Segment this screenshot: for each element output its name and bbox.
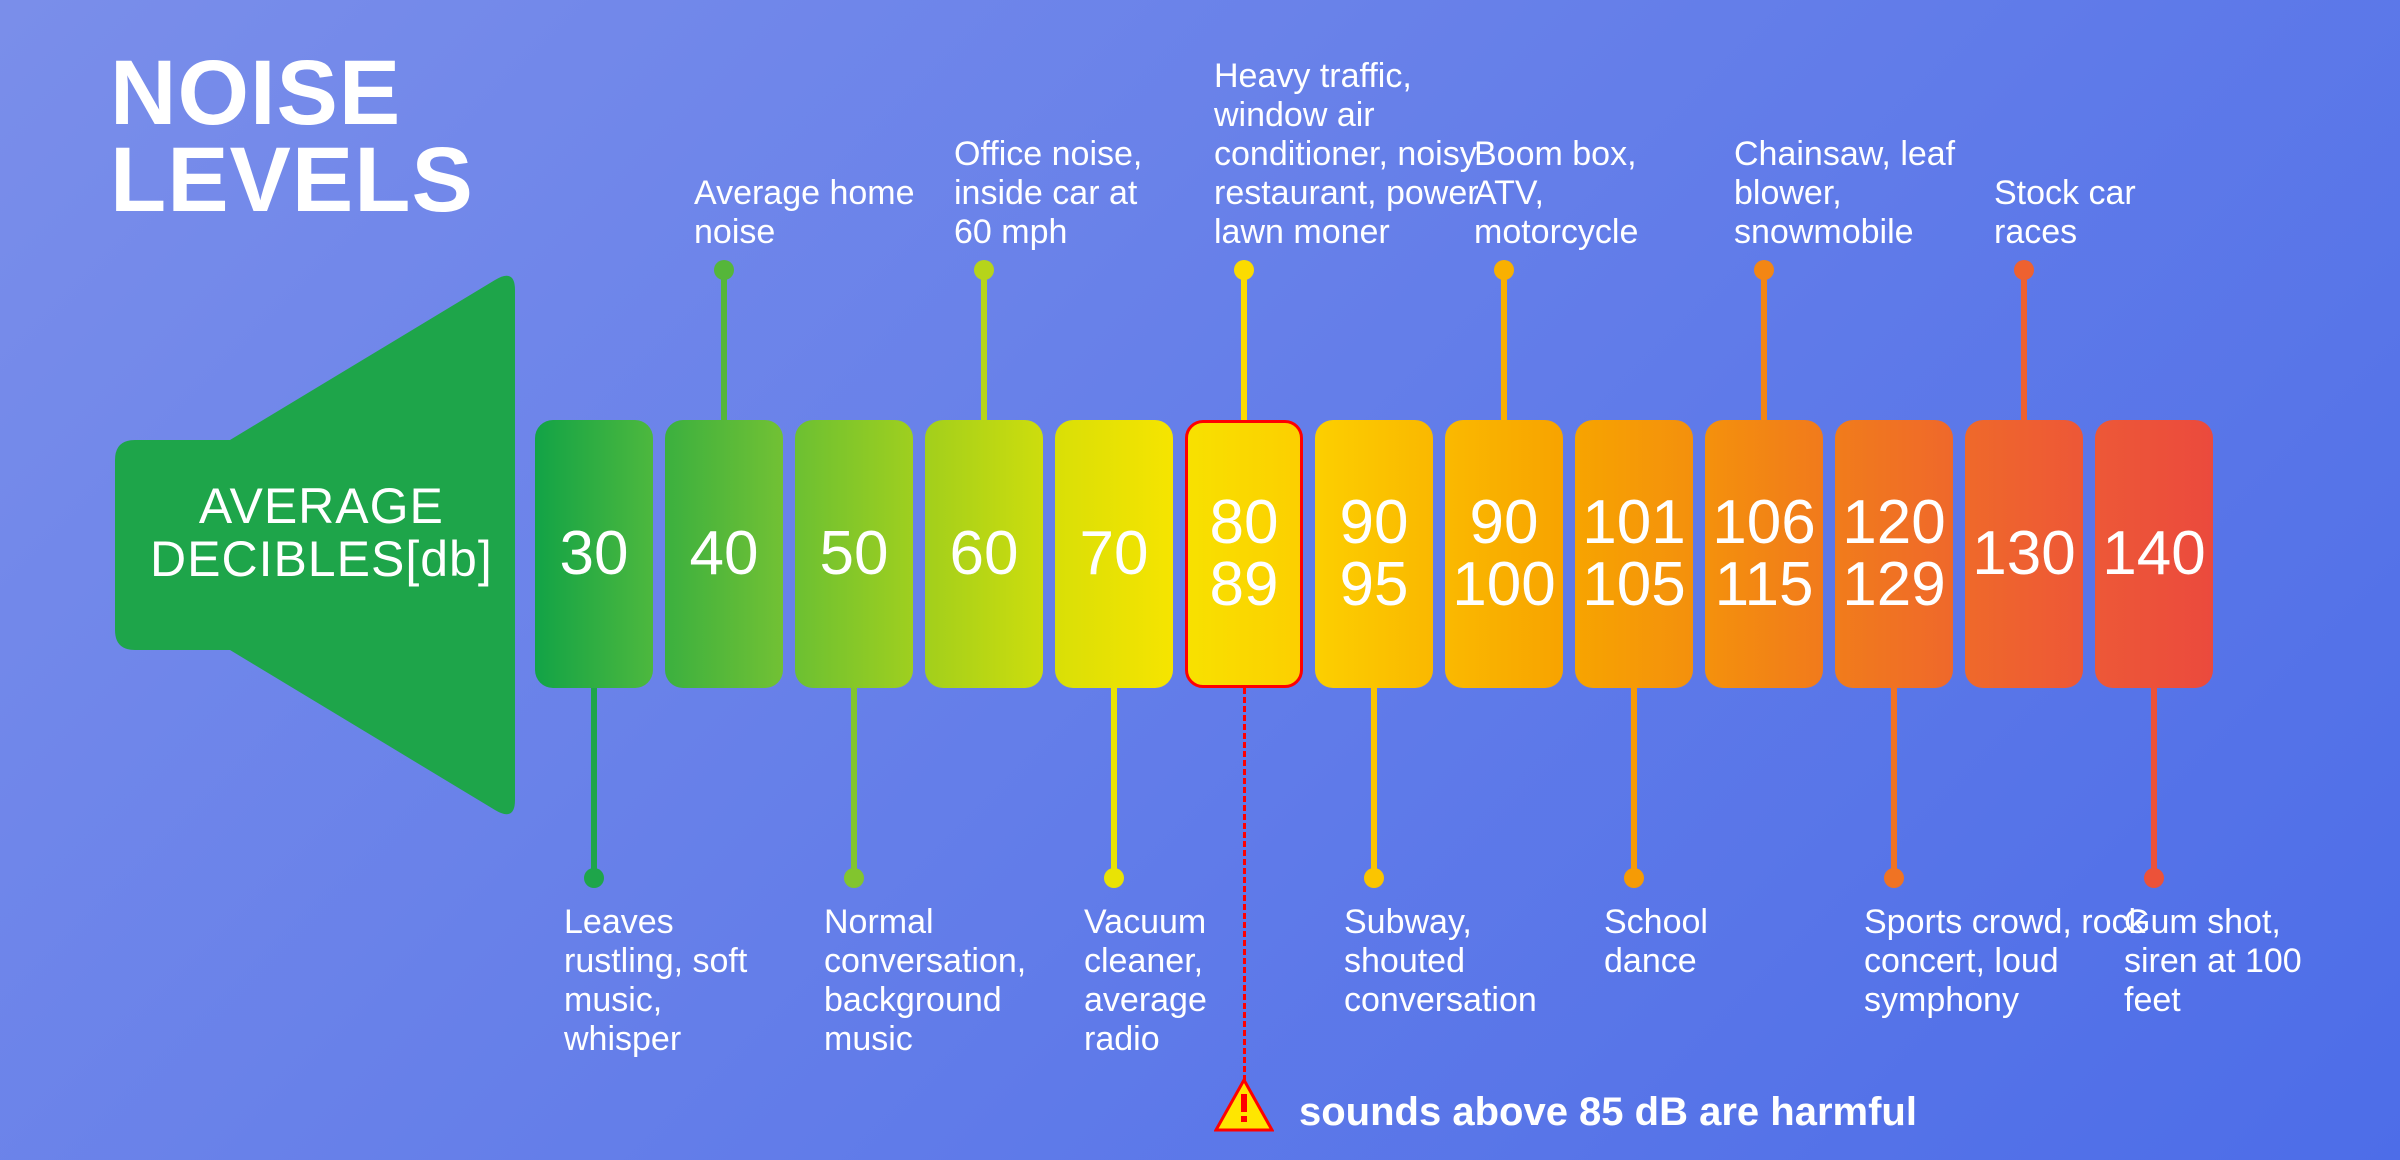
callout-dot [1624, 868, 1644, 888]
decibel-value: 101 [1582, 492, 1685, 554]
decibel-bar: 8089 [1185, 420, 1303, 688]
callout-dot [1494, 260, 1514, 280]
callout-label: Stock car races [1994, 174, 2194, 252]
decibel-bar: 90100 [1445, 420, 1563, 688]
decibel-bar: 140 [2095, 420, 2213, 688]
warning-text: sounds above 85 dB are harmful [1299, 1090, 1917, 1135]
warning-icon [1214, 1078, 1274, 1137]
callout-label: School dance [1604, 903, 1804, 981]
callout-label: Chainsaw, leaf blower, snowmobile [1734, 135, 1974, 252]
callout-pin [981, 270, 987, 420]
callout-pin [2151, 688, 2157, 878]
decibel-value: 100 [1452, 554, 1555, 616]
callout-dot [2144, 868, 2164, 888]
callout-label: Gum shot, siren at 100 feet [2124, 903, 2324, 1020]
callout-pin [1111, 688, 1117, 878]
callout-dot [1364, 868, 1384, 888]
title-line2: LEVELS [110, 137, 474, 224]
axis-label-line1: AVERAGE [150, 480, 493, 533]
callout-dot [1884, 868, 1904, 888]
callout-dot [974, 260, 994, 280]
decibel-value: 50 [820, 523, 889, 585]
callout-pin [591, 688, 597, 878]
decibel-bar: 40 [665, 420, 783, 688]
decibel-value: 140 [2102, 523, 2205, 585]
callout-dot [2014, 260, 2034, 280]
callout-dot [844, 868, 864, 888]
decibel-bar: 70 [1055, 420, 1173, 688]
decibel-value: 120 [1842, 492, 1945, 554]
callout-pin [1891, 688, 1897, 878]
callout-pin [1371, 688, 1377, 878]
title-line1: NOISE [110, 50, 474, 137]
decibel-bar: 30 [535, 420, 653, 688]
callout-label: Average home noise [694, 174, 924, 252]
callout-dot [1754, 260, 1774, 280]
decibel-bar: 106115 [1705, 420, 1823, 688]
decibel-value: 130 [1972, 523, 2075, 585]
decibel-value: 89 [1210, 554, 1279, 616]
decibel-value: 70 [1080, 523, 1149, 585]
decibel-value: 90 [1470, 492, 1539, 554]
callout-dot [1104, 868, 1124, 888]
decibel-value: 129 [1842, 554, 1945, 616]
decibel-bar: 50 [795, 420, 913, 688]
callout-label: Sports crowd, rock concert, loud symphon… [1864, 903, 2154, 1020]
decibel-bar: 130 [1965, 420, 2083, 688]
decibel-value: 95 [1340, 554, 1409, 616]
decibel-bar: 60 [925, 420, 1043, 688]
decibel-bar: 120129 [1835, 420, 1953, 688]
callout-label: Normal conversation, background music [824, 903, 1084, 1059]
axis-label: AVERAGE DECIBLES[db] [150, 480, 493, 585]
decibel-value: 40 [690, 523, 759, 585]
callout-dot [1234, 260, 1254, 280]
callout-label: Boom box, ATV, motorcycle [1474, 135, 1704, 252]
decibel-bars: 3040506070808990959010010110510611512012… [535, 420, 2213, 688]
decibel-value: 80 [1210, 492, 1279, 554]
decibel-value: 90 [1340, 492, 1409, 554]
callout-pin [1631, 688, 1637, 878]
decibel-bar: 101105 [1575, 420, 1693, 688]
callout-label: Office noise, inside car at 60 mph [954, 135, 1174, 252]
callout-label: Vacuum cleaner, average radio [1084, 903, 1284, 1059]
page-title: NOISE LEVELS [110, 50, 474, 225]
callout-pin [1501, 270, 1507, 420]
callout-pin [2021, 270, 2027, 420]
callout-label: Leaves rustling, soft music, whisper [564, 903, 784, 1059]
axis-label-line2: DECIBLES[db] [150, 533, 493, 586]
decibel-value: 106 [1712, 492, 1815, 554]
callout-label: Subway, shouted conversation [1344, 903, 1584, 1020]
callout-dot [584, 868, 604, 888]
decibel-value: 115 [1715, 554, 1814, 616]
callout-pin [721, 270, 727, 420]
decibel-value: 60 [950, 523, 1019, 585]
callout-pin [1241, 270, 1247, 420]
decibel-bar: 9095 [1315, 420, 1433, 688]
decibel-value: 105 [1582, 554, 1685, 616]
callout-dot [714, 260, 734, 280]
callout-pin [851, 688, 857, 878]
callout-pin [1761, 270, 1767, 420]
decibel-value: 30 [560, 523, 629, 585]
